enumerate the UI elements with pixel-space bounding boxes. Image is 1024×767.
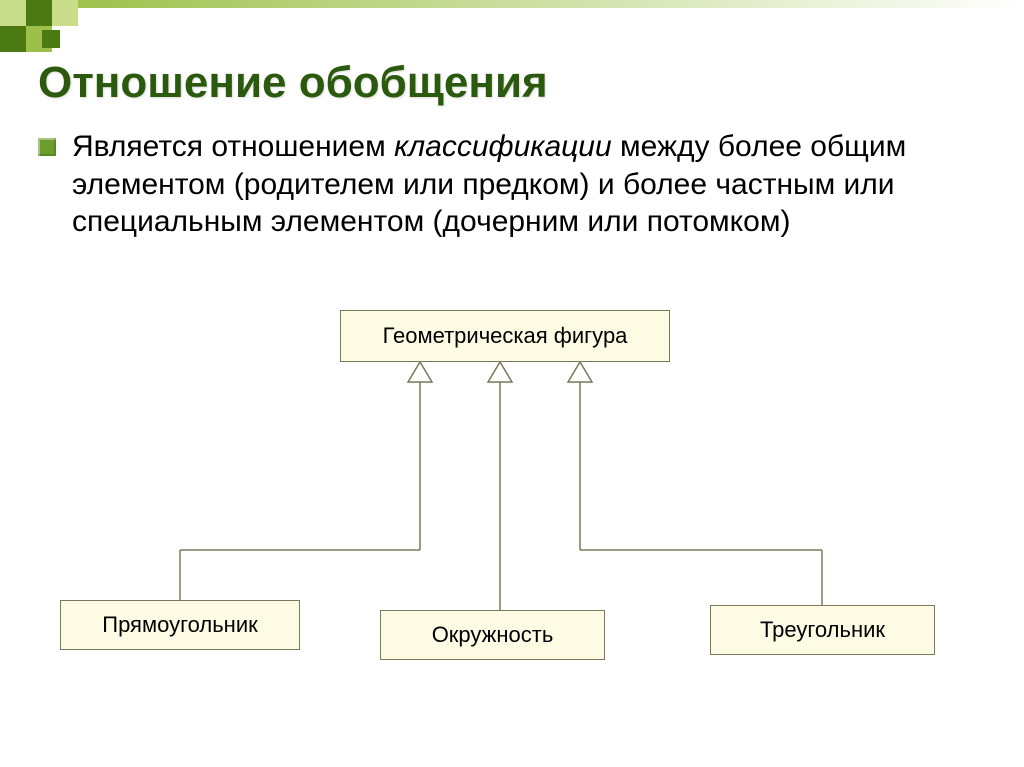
bullet-pre: Является отношением (72, 130, 394, 163)
header-gradient (0, 0, 1024, 60)
page-title: Отношение обобщения (38, 58, 548, 108)
bullet-marker-icon (38, 138, 56, 156)
diagram-node-circle: Окружность (380, 610, 605, 660)
decor-square (0, 0, 26, 26)
bullet-item: Является отношением классификации между … (38, 128, 978, 241)
diagram-node-rect: Прямоугольник (60, 600, 300, 650)
header-decor (0, 0, 1024, 60)
decor-square (52, 0, 78, 26)
decor-square (0, 26, 26, 52)
decor-square (26, 0, 52, 26)
diagram-node-tri: Треугольник (710, 605, 935, 655)
diagram-node-parent: Геометрическая фигура (340, 310, 670, 362)
bullet-italic: классификации (394, 130, 612, 163)
decor-square (42, 30, 60, 48)
bullet-text: Является отношением классификации между … (72, 128, 978, 241)
generalization-diagram: Геометрическая фигура Прямоугольник Окружн… (0, 300, 1024, 760)
diagram-edges (0, 300, 1024, 760)
